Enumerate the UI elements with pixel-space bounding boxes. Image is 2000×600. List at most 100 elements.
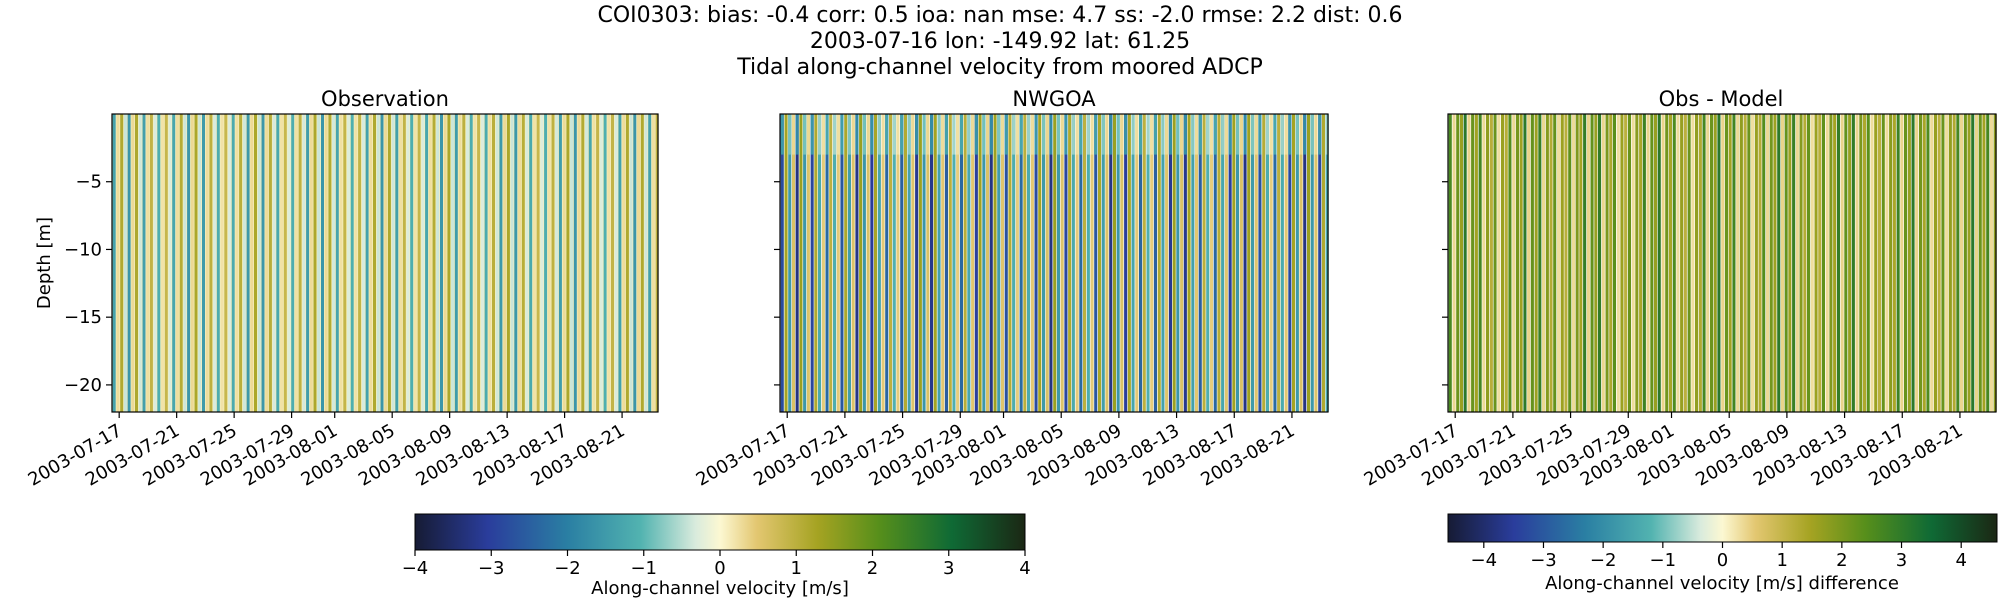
heatmap-cell [847,114,851,155]
heatmap-cell [640,114,644,412]
heatmap-cell [937,114,941,155]
heatmap-cell [799,114,803,412]
heatmap-cell [1027,114,1031,155]
heatmap-cell [1728,114,1732,412]
heatmap-cell [1243,114,1247,155]
heatmap-cell [1183,114,1187,155]
heatmap-cell [986,114,990,412]
heatmap-cell [1090,114,1094,155]
heatmap-cell [810,114,814,155]
heatmap-cell [1683,114,1687,412]
heatmap-cell [1583,114,1587,412]
heatmap-cell [1818,114,1822,412]
heatmap-cell [1926,114,1930,412]
heatmap-cell [1064,114,1068,412]
heatmap-cell [1292,114,1296,412]
heatmap-cell [506,114,510,412]
heatmap-cell [989,114,993,155]
heatmap-cell [1321,114,1325,412]
heatmap-cell [1702,114,1706,412]
heatmap-cell [1213,114,1217,155]
heatmap-cell [1101,114,1105,155]
heatmap-cell [1594,114,1598,412]
heatmap-cell [855,114,859,155]
heatmap-cell [1004,114,1008,412]
heatmap-cell [847,114,851,412]
heatmap-cell [1620,114,1624,412]
heatmap-cell [1706,114,1710,412]
heatmap-cell [1030,114,1034,155]
heatmap-cell [1262,114,1266,412]
heatmap-cell [1265,114,1269,155]
heatmap-cell [1724,114,1728,412]
panel-title: NWGOA [1012,87,1096,111]
suptitle-line-2: 2003-07-16 lon: -149.92 lat: 61.25 [810,29,1190,54]
heatmap-cell [1153,114,1157,412]
heatmap-cell [123,114,127,412]
heatmap-cell [306,114,310,412]
colorbar-difference: −4 −3 −2 −1 0 1 2 3 4 Along-channel velocity [m/… [1447,513,1998,594]
heatmap-cell [978,114,982,412]
heatmap-cell [1945,114,1949,412]
heatmap-cell [818,114,822,412]
heatmap-cell [268,114,272,412]
heatmap-cell [1019,114,1023,412]
heatmap-cell [1780,114,1784,412]
heatmap-cell [1605,114,1609,412]
colorbar-tick-label: 4 [1955,550,1966,571]
heatmap-cell [1254,114,1258,155]
heatmap-cell [833,114,837,412]
heatmap-cell [484,114,488,412]
y-axis [774,181,780,386]
colorbar-tick-label: −3 [478,558,505,579]
heatmap-cell [1325,114,1329,155]
heatmap-cell [1795,114,1799,412]
heatmap-cell [1146,114,1150,155]
heatmap-cell [1310,114,1314,412]
heatmap-cell [1807,114,1811,412]
heatmap-cell [877,114,881,155]
heatmap-cell [1015,114,1019,155]
heatmap-cell [1575,114,1579,412]
heatmap-cell [1624,114,1628,412]
heatmap-cell [791,114,795,412]
heatmap-cell [592,114,596,412]
heatmap-cell [900,114,904,412]
heatmap-cell [1519,114,1523,412]
heatmap-cell [806,114,810,412]
heatmap-cell [332,114,336,412]
heatmap-cell [265,114,269,412]
heatmap-cell [795,114,799,155]
heatmap-cell [603,114,607,412]
heatmap-cell [577,114,581,412]
suptitle-line-3: Tidal along-channel velocity from moored… [736,55,1263,80]
colorbar-tick-label: −2 [554,558,581,579]
heatmap-cell [911,114,915,412]
heatmap-cell [1571,114,1575,412]
heatmap-cell [462,114,466,412]
heatmap-cell [1821,114,1825,412]
heatmap-cell [183,114,187,412]
heatmap-cell [1228,114,1232,155]
heatmap-cell [862,114,866,155]
y-tick-label: −5 [75,172,102,193]
heatmap-cell [915,114,919,412]
heatmap-cell [840,114,844,412]
heatmap-cell [503,114,507,412]
heatmap-cell [1676,114,1680,412]
heatmap-cell [1224,114,1228,412]
heatmap-cell [1967,114,1971,412]
colorbar-tick-label: −1 [1650,550,1677,571]
heatmap-cell [521,114,525,412]
heatmap-cell [959,114,963,412]
heatmap-cell [952,114,956,412]
heatmap-cell [885,114,889,155]
heatmap-cell [317,114,321,412]
heatmap-cell [1710,114,1714,412]
heatmap-cell [469,114,473,412]
heatmap-cell [228,114,231,412]
heatmap-cell [138,114,142,412]
heatmap-cell [1101,114,1105,412]
heatmap-cell [1448,114,1452,412]
